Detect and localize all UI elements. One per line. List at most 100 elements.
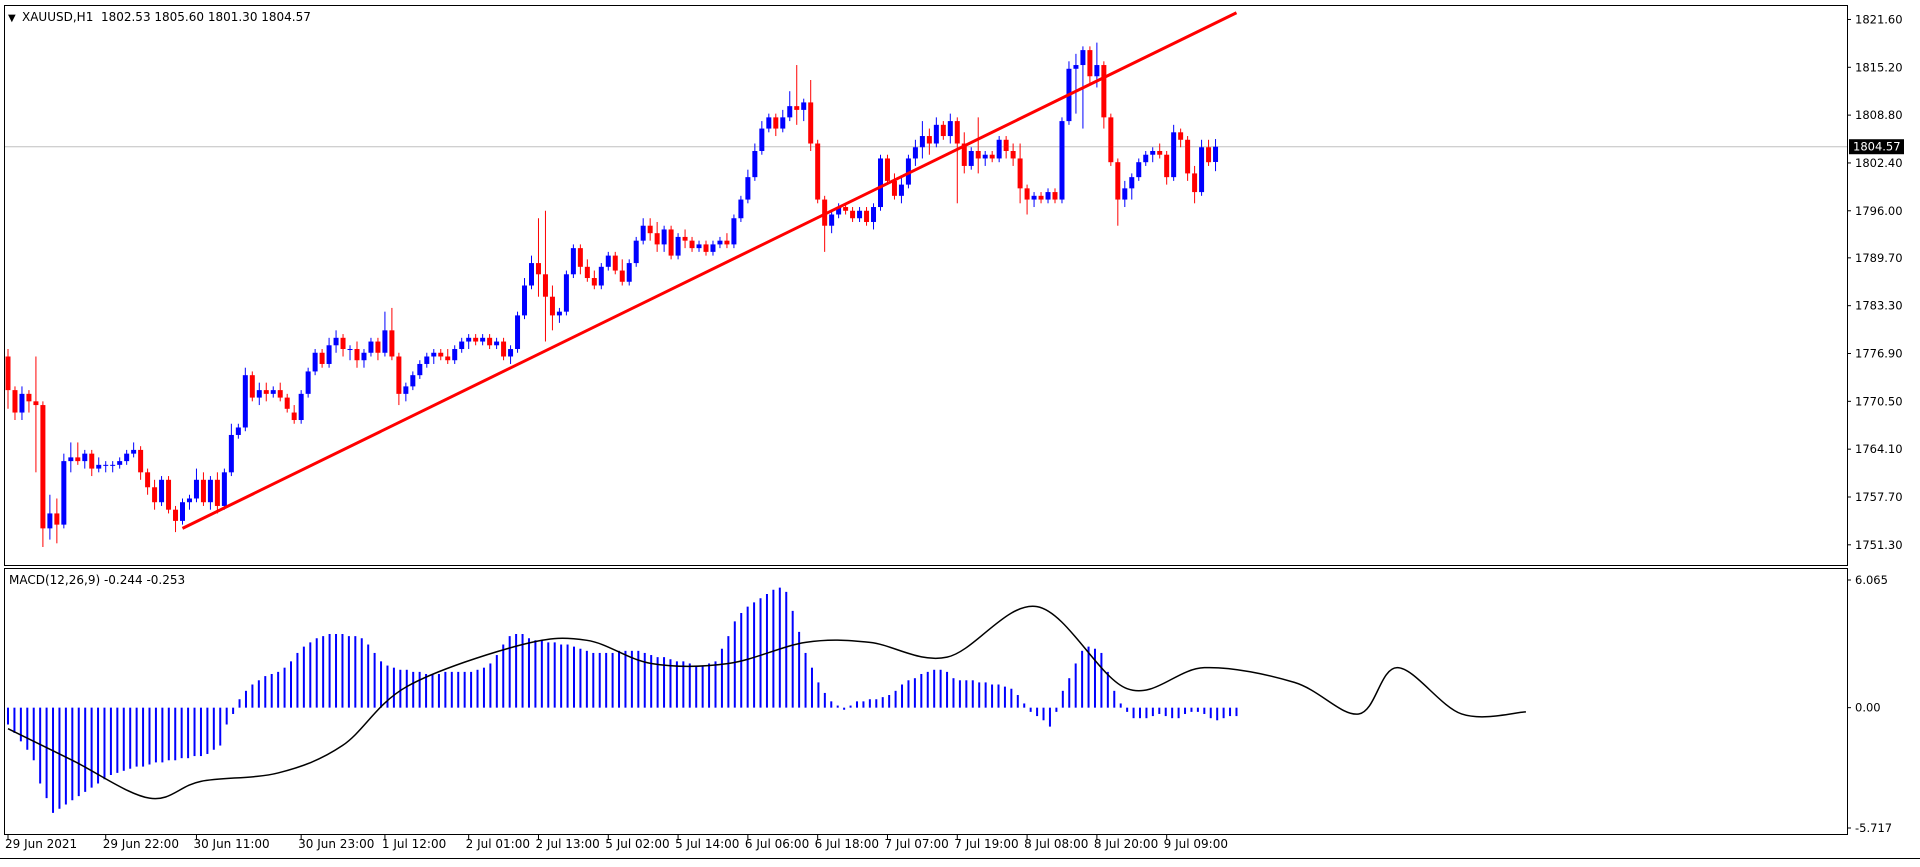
candle-body <box>857 210 863 219</box>
candle-body <box>1101 65 1107 118</box>
candle-body <box>1213 146 1219 162</box>
candle-body <box>905 158 911 185</box>
candle <box>808 79 814 151</box>
candle <box>438 349 444 361</box>
candle <box>1178 128 1184 148</box>
candle <box>340 334 346 357</box>
candle <box>1115 158 1121 226</box>
candle-body <box>12 390 18 413</box>
time-axis-label: 5 Jul 02:00 <box>605 837 669 851</box>
candle <box>319 349 325 368</box>
candle-body <box>626 263 632 282</box>
candle <box>466 334 472 350</box>
price-axis-label: 1751.30 <box>1855 538 1903 552</box>
candle <box>577 244 583 275</box>
candle-body <box>619 270 625 282</box>
candle-body <box>96 464 102 469</box>
candle-body <box>291 412 297 421</box>
candle <box>263 382 269 402</box>
macd-axis-label: -5.717 <box>1855 821 1892 835</box>
candle-body <box>843 207 849 211</box>
candle-body <box>654 233 660 245</box>
candle <box>996 136 1002 163</box>
candle-body <box>898 184 904 196</box>
candle <box>117 457 123 469</box>
candle <box>214 472 220 514</box>
candle-body <box>738 199 744 219</box>
candle-body <box>605 255 611 267</box>
candle <box>542 210 548 342</box>
time-axis-label: 30 Jun 11:00 <box>193 837 269 851</box>
candle-body <box>542 274 548 297</box>
candle-body <box>912 147 918 159</box>
candle-body <box>584 266 590 279</box>
candle <box>556 307 562 323</box>
macd-axis-label: 6.065 <box>1855 573 1888 587</box>
current-price-badge-bg <box>1849 139 1904 155</box>
candle <box>1213 139 1219 172</box>
macd-layer <box>7 587 1526 813</box>
candle-body <box>717 240 723 245</box>
candle-body <box>417 363 423 376</box>
candle-body <box>703 244 709 252</box>
candle-body <box>933 124 939 144</box>
candle-body <box>110 464 116 466</box>
candle <box>759 121 765 155</box>
candle <box>145 468 151 495</box>
candle-body <box>1024 188 1030 200</box>
candle-body <box>529 263 534 286</box>
candle-body <box>668 229 674 256</box>
candle <box>1199 139 1205 196</box>
candle-body <box>1010 150 1016 159</box>
candle-body <box>724 240 730 245</box>
trendline[interactable] <box>181 11 1238 530</box>
candle <box>200 472 206 506</box>
candle-body <box>919 136 925 148</box>
candle-body <box>1059 121 1065 200</box>
candle-body <box>836 207 842 215</box>
candle-body <box>214 479 220 506</box>
candle-body <box>319 352 325 364</box>
candle-body <box>145 472 151 488</box>
candle-body <box>1129 177 1135 189</box>
candle-body <box>389 330 395 357</box>
candle <box>529 255 534 290</box>
candle-body <box>410 375 416 387</box>
candle-body <box>1073 65 1079 69</box>
candle <box>480 334 486 346</box>
candle-body <box>647 225 653 234</box>
candle <box>249 371 255 402</box>
candle <box>487 334 493 350</box>
candle <box>1164 150 1170 185</box>
candle <box>640 218 646 245</box>
candle <box>961 132 967 174</box>
candle-body <box>759 128 765 151</box>
candle <box>898 177 904 204</box>
candle-body <box>333 337 339 346</box>
candle <box>431 349 437 364</box>
price-panel <box>4 5 1848 566</box>
candle-body <box>382 330 388 353</box>
candle-body <box>347 349 353 351</box>
candle-body <box>26 393 32 402</box>
price-axis-label: 1783.30 <box>1855 299 1903 313</box>
candle <box>989 150 995 163</box>
candle <box>173 505 179 533</box>
candle <box>933 117 939 148</box>
dropdown-icon[interactable]: ▼ <box>8 13 16 24</box>
candle <box>103 461 109 473</box>
candle-body <box>361 352 367 361</box>
candle <box>1136 158 1142 181</box>
candle <box>940 121 946 140</box>
candle-body <box>270 390 276 394</box>
candle <box>884 154 890 185</box>
candle <box>75 442 81 465</box>
candle <box>508 345 514 364</box>
candle <box>473 334 479 346</box>
candle-body <box>431 352 437 357</box>
candle-body <box>277 390 283 398</box>
candle <box>912 139 918 166</box>
candle-body <box>235 427 241 435</box>
candle <box>1108 113 1114 166</box>
time-axis-label: 7 Jul 19:00 <box>954 837 1018 851</box>
